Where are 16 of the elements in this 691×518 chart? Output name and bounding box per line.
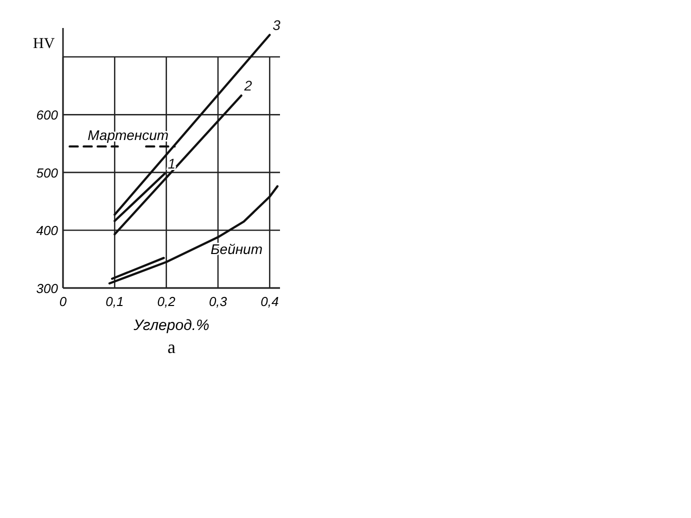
- y-tick-label: 600: [36, 108, 59, 123]
- line-series: [108, 185, 279, 284]
- y-axis-title: HV: [33, 36, 55, 52]
- text: а: [168, 337, 176, 357]
- series-label: 1: [168, 156, 176, 172]
- x-tick-label: 0,3: [208, 294, 228, 309]
- x-axis-title: Углерод.%: [132, 317, 210, 334]
- series-label: 3: [272, 16, 281, 33]
- x-tick-label: 0,2: [157, 294, 176, 309]
- y-tick-label: 400: [36, 223, 59, 238]
- x-tick-label: 0,4: [260, 294, 279, 309]
- y-tick-label: 300: [36, 281, 59, 296]
- y-tick-label: 500: [36, 165, 59, 180]
- series-label: 2: [243, 78, 252, 94]
- x-tick-label: 0,1: [106, 294, 124, 309]
- x-tick-label: 0: [59, 294, 68, 309]
